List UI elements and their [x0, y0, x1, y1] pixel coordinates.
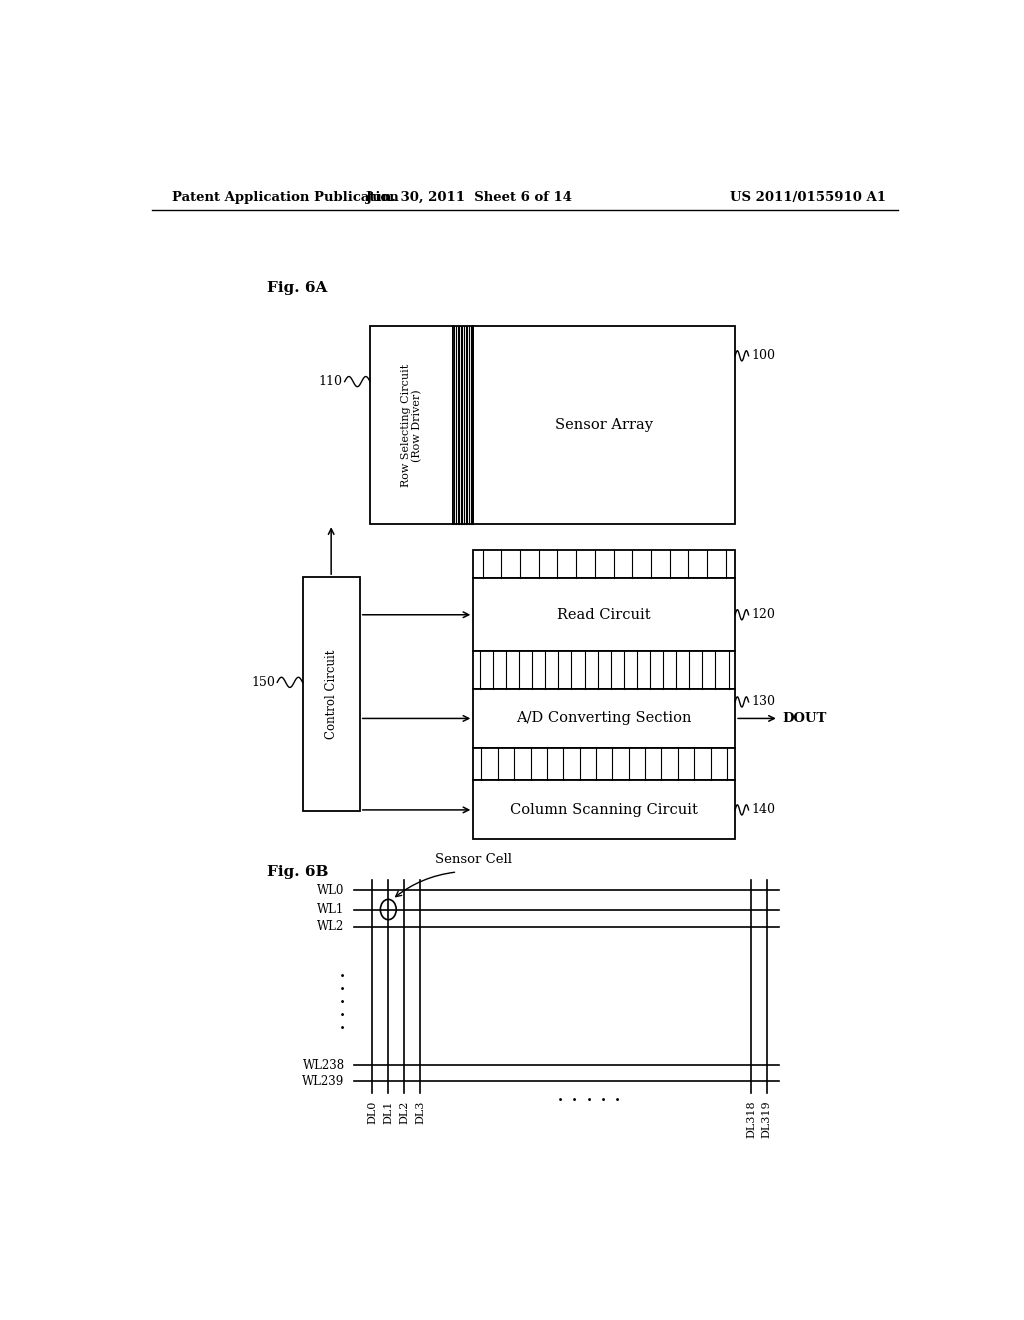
Text: ·: · [339, 979, 346, 1001]
Bar [473, 651, 735, 689]
Text: WL0: WL0 [317, 883, 345, 896]
Text: 130: 130 [751, 696, 775, 709]
Text: ·: · [586, 1089, 593, 1111]
Text: WL238: WL238 [302, 1059, 345, 1072]
Text: Column Scanning Circuit: Column Scanning Circuit [510, 803, 698, 817]
Text: Fig. 6B: Fig. 6B [267, 865, 329, 879]
Text: 140: 140 [751, 804, 775, 816]
Bar [473, 689, 735, 748]
Text: DL1: DL1 [383, 1101, 393, 1123]
Bar [473, 578, 735, 651]
Text: Control Circuit: Control Circuit [325, 649, 338, 739]
Text: WL1: WL1 [317, 903, 345, 916]
Text: DL0: DL0 [368, 1101, 378, 1123]
Bar [454, 326, 473, 524]
Bar [473, 748, 735, 780]
Text: Fig. 6A: Fig. 6A [267, 281, 328, 296]
Text: ·: · [557, 1089, 564, 1111]
Bar [303, 577, 359, 810]
Text: Patent Application Publication: Patent Application Publication [172, 190, 398, 203]
Text: Read Circuit: Read Circuit [557, 607, 651, 622]
Text: WL2: WL2 [317, 920, 345, 933]
Text: WL239: WL239 [302, 1074, 345, 1088]
Text: 120: 120 [751, 609, 775, 622]
Text: ·: · [600, 1089, 607, 1111]
Text: ·: · [339, 966, 346, 987]
Text: DL319: DL319 [762, 1101, 772, 1138]
Text: ·: · [339, 1006, 346, 1027]
Text: A/D Converting Section: A/D Converting Section [516, 711, 692, 726]
Text: DL2: DL2 [399, 1101, 410, 1123]
Text: ·: · [571, 1089, 579, 1111]
Text: ·: · [339, 1019, 346, 1040]
Text: ·: · [339, 993, 346, 1014]
Text: 150: 150 [251, 676, 274, 689]
Text: DL318: DL318 [745, 1101, 756, 1138]
Text: Jun. 30, 2011  Sheet 6 of 14: Jun. 30, 2011 Sheet 6 of 14 [367, 190, 572, 203]
Text: DL3: DL3 [415, 1101, 425, 1123]
Bar [454, 326, 473, 524]
Text: ·: · [614, 1089, 622, 1111]
Text: US 2011/0155910 A1: US 2011/0155910 A1 [730, 190, 886, 203]
Bar [473, 326, 735, 524]
Text: Sensor Cell: Sensor Cell [435, 853, 512, 866]
Text: DOUT: DOUT [782, 711, 827, 725]
Text: 100: 100 [751, 350, 775, 362]
Bar [370, 326, 454, 524]
Bar [473, 780, 735, 840]
Text: 110: 110 [318, 375, 342, 388]
Bar [473, 549, 735, 578]
Text: Row Selecting Circuit
(Row Driver): Row Selecting Circuit (Row Driver) [400, 363, 423, 487]
Text: Sensor Array: Sensor Array [555, 418, 653, 432]
